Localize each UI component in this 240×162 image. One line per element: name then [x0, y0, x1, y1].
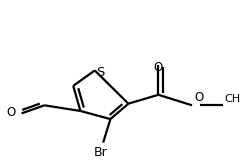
Text: O: O — [154, 61, 163, 74]
Text: O: O — [6, 106, 16, 119]
Text: O: O — [194, 91, 204, 104]
Text: Br: Br — [94, 146, 108, 159]
Text: S: S — [97, 66, 105, 79]
Text: CH₃: CH₃ — [224, 94, 240, 104]
